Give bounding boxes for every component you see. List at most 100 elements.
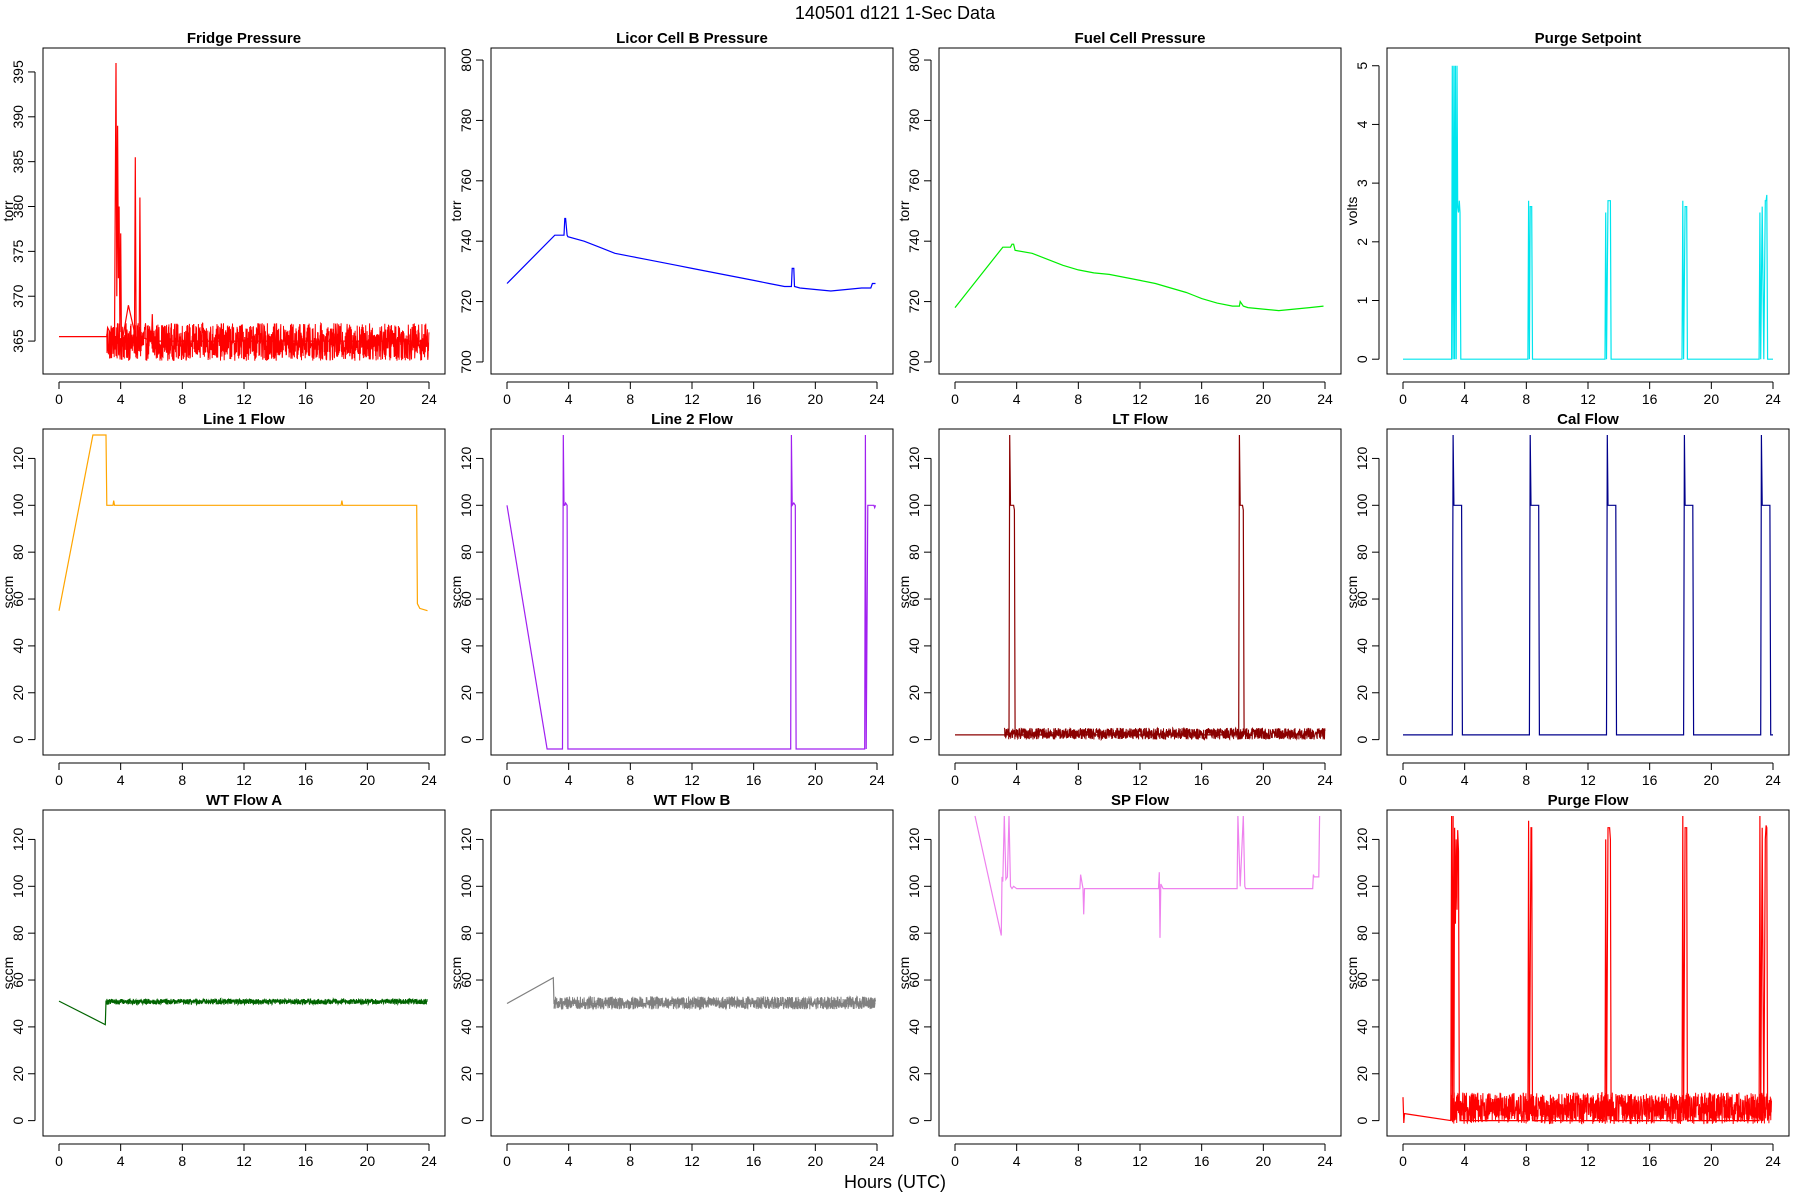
x-tick-label: 24 [1317, 1153, 1333, 1169]
series-line [506, 217, 876, 292]
y-tick-label: 60 [906, 972, 922, 988]
series-fridge-pressure [59, 62, 430, 361]
x-tick-label: 16 [298, 1153, 314, 1169]
x-axis: 0 4 8 12 16 20 24 [55, 381, 437, 407]
y-axis-label: sccm [448, 957, 464, 990]
y-tick-label: 60 [906, 591, 922, 607]
x-tick-label: 8 [626, 1153, 634, 1169]
x-tick-label: 4 [565, 1153, 573, 1169]
x-tick-label: 24 [1765, 772, 1781, 788]
series-line [1403, 65, 1773, 360]
panel-title: Fuel Cell Pressure [1075, 30, 1206, 47]
x-tick-label: 0 [503, 391, 511, 407]
series-wt-flow-a [58, 997, 428, 1026]
y-axis: 0 20 40 60 80 100 120 [906, 447, 932, 744]
series-line [954, 243, 1324, 312]
panel-title: Cal Flow [1557, 411, 1619, 428]
y-tick-label: 60 [458, 591, 474, 607]
y-tick-label: 2 [1354, 238, 1370, 246]
y-tick-label: 20 [1354, 685, 1370, 701]
y-tick-label: 100 [1354, 493, 1370, 517]
y-tick-label: 120 [1354, 828, 1370, 852]
x-tick-label: 4 [117, 772, 125, 788]
y-tick-label: 120 [1354, 447, 1370, 471]
x-tick-label: 12 [1132, 1153, 1148, 1169]
y-tick-label: 4 [1354, 120, 1370, 128]
panel-wt-flow-a: WT Flow A sccm 0 4 8 12 16 20 24 0 20 40 60 80 100 120 [0, 792, 446, 1169]
y-tick-label: 120 [10, 447, 26, 471]
panel-title: WT Flow B [654, 792, 731, 809]
x-tick-label: 12 [1580, 1153, 1596, 1169]
plot-frame [490, 428, 894, 756]
x-tick-label: 16 [746, 772, 762, 788]
x-tick-label: 8 [1074, 1153, 1082, 1169]
x-tick-label: 16 [746, 1153, 762, 1169]
x-axis: 0 4 8 12 16 20 24 [1399, 1143, 1781, 1169]
series-wt-flow-b [506, 976, 876, 1011]
panel-cal-flow: Cal Flow sccm 0 4 8 12 16 20 24 0 20 40 60 80 100 120 [1344, 411, 1790, 788]
series-line [58, 1000, 428, 1026]
x-tick-label: 4 [1461, 391, 1469, 407]
y-tick-label: 120 [906, 447, 922, 471]
x-tick-label: 20 [1704, 1153, 1720, 1169]
x-tick-label: 0 [951, 391, 959, 407]
x-tick-label: 8 [626, 391, 634, 407]
x-tick-label: 12 [236, 391, 252, 407]
panel-wt-flow-b: WT Flow B sccm 0 4 8 12 16 20 24 0 20 40 60 80 100 120 [448, 792, 894, 1169]
x-tick-label: 4 [565, 772, 573, 788]
y-tick-label: 0 [906, 1117, 922, 1125]
panel-title: Fridge Pressure [187, 30, 301, 47]
y-tick-label: 20 [1354, 1066, 1370, 1082]
y-tick-label: 80 [10, 544, 26, 560]
x-tick-label: 0 [503, 772, 511, 788]
series-line [1403, 434, 1773, 736]
y-tick-label: 80 [906, 544, 922, 560]
noise-band [106, 321, 430, 361]
panel-line-1-flow: Line 1 Flow sccm 0 4 8 12 16 20 24 0 20 40 60 80 100 12… [0, 411, 446, 788]
y-axis: 365 370 375 380 385 390 395 [10, 60, 36, 353]
x-tick-label: 8 [626, 772, 634, 788]
x-tick-label: 8 [178, 772, 186, 788]
y-tick-label: 780 [458, 109, 474, 133]
plot-frame [490, 47, 894, 375]
x-tick-label: 20 [360, 772, 376, 788]
figure-x-axis-label: Hours (UTC) [844, 1172, 946, 1192]
x-tick-label: 20 [808, 391, 824, 407]
panel-title: Line 1 Flow [203, 411, 285, 428]
y-tick-label: 120 [906, 828, 922, 852]
y-axis: 700 720 740 760 780 800 [458, 48, 484, 374]
x-tick-label: 0 [55, 1153, 63, 1169]
plot-frame [938, 809, 1342, 1137]
y-tick-label: 40 [906, 1019, 922, 1035]
y-tick-label: 120 [10, 828, 26, 852]
x-tick-label: 12 [1580, 772, 1596, 788]
y-tick-label: 120 [458, 447, 474, 471]
x-tick-label: 4 [1461, 1153, 1469, 1169]
series-lt-flow [955, 434, 1326, 742]
y-tick-label: 100 [1354, 874, 1370, 898]
x-tick-label: 0 [55, 772, 63, 788]
x-tick-label: 20 [1256, 1153, 1272, 1169]
x-tick-label: 0 [1399, 391, 1407, 407]
x-tick-label: 16 [1642, 391, 1658, 407]
y-axis: 0 20 40 60 80 100 120 [906, 828, 932, 1125]
series-licor-cell-b-pressure [506, 217, 876, 292]
x-tick-label: 24 [1765, 1153, 1781, 1169]
x-tick-label: 24 [1317, 772, 1333, 788]
x-tick-label: 12 [684, 772, 700, 788]
x-tick-label: 4 [1461, 772, 1469, 788]
y-axis: 0 20 40 60 80 100 120 [458, 447, 484, 744]
y-axis: 700 720 740 760 780 800 [906, 48, 932, 374]
x-tick-label: 8 [1074, 391, 1082, 407]
y-tick-label: 365 [10, 329, 26, 353]
y-axis-label: sccm [448, 576, 464, 609]
series-line [1402, 815, 1769, 1124]
x-tick-label: 24 [421, 391, 437, 407]
x-axis: 0 4 8 12 16 20 24 [55, 762, 437, 788]
y-tick-label: 40 [1354, 1019, 1370, 1035]
